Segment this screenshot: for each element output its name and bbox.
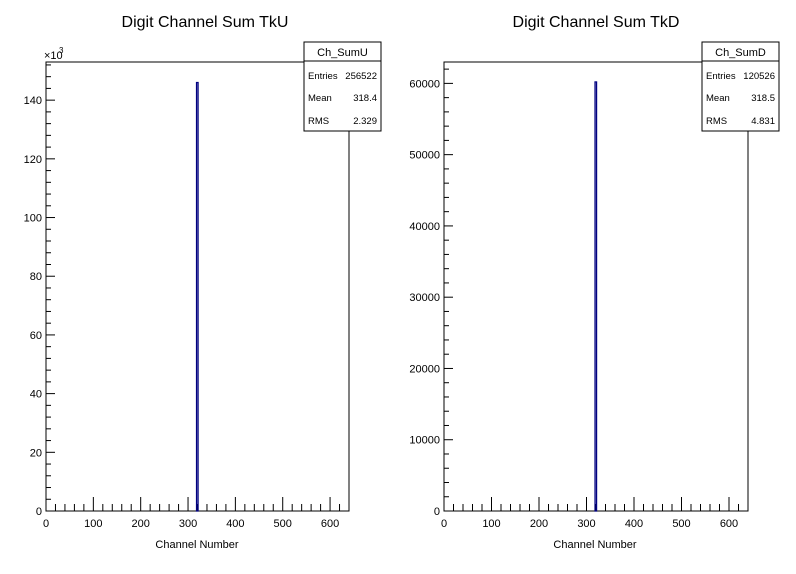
- stats-box-frame: [701, 41, 780, 132]
- x-tick-label: 100: [84, 518, 102, 530]
- x-tick-label: 200: [132, 518, 150, 530]
- panel-left: Digit Channel Sum TkU Channel Number ×10…: [24, 14, 382, 551]
- histogram-bar: [195, 81, 199, 512]
- histogram-bar: [594, 81, 598, 512]
- x-tick-label: 300: [179, 518, 197, 530]
- stat-label-entries: Entries: [308, 71, 338, 82]
- y-multiplier: ×10 3: [44, 46, 64, 62]
- x-tick-label: 500: [672, 518, 690, 530]
- x-tick-label: 400: [226, 518, 244, 530]
- stat-value-entries: 120526: [743, 71, 775, 82]
- y-tick-label: 40: [30, 389, 42, 401]
- y-multiplier-base: ×10: [44, 50, 63, 62]
- y-tick-label: 30000: [409, 292, 440, 304]
- plot-area: 0 100 200 300 400 500 600 0 20 40 60 80 100 120 140: [24, 61, 350, 530]
- y-tick-label: 100: [24, 213, 42, 225]
- stat-value-rms: 4.831: [751, 116, 775, 127]
- y-tick-label: 0: [36, 506, 42, 518]
- x-axis-label: Channel Number: [553, 539, 636, 551]
- x-tick-label: 400: [625, 518, 643, 530]
- x-tick-label: 200: [530, 518, 548, 530]
- stat-value-entries: 256522: [345, 71, 377, 82]
- stats-box-frame: [303, 41, 382, 132]
- y-tick-label: 140: [24, 95, 42, 107]
- x-tick-label: 0: [441, 518, 447, 530]
- chart-title: Digit Channel Sum TkU: [122, 14, 289, 31]
- stats-box-name: Ch_SumU: [317, 47, 368, 59]
- y-tick-label: 0: [434, 506, 440, 518]
- y-tick-label: 40000: [409, 221, 440, 233]
- y-tick-label: 60: [30, 330, 42, 342]
- stat-label-mean: Mean: [308, 93, 332, 104]
- plot-area: 0 100 200 300 400 500 600 0 10000 20000 30000 40000…: [409, 61, 749, 530]
- y-tick-label: 10000: [409, 435, 440, 447]
- stat-label-mean: Mean: [706, 93, 730, 104]
- stat-label-entries: Entries: [706, 71, 736, 82]
- y-multiplier-exponent: 3: [59, 46, 64, 55]
- x-tick-label: 600: [321, 518, 339, 530]
- y-tick-label: 50000: [409, 150, 440, 162]
- x-tick-label: 500: [274, 518, 292, 530]
- x-tick-label: 600: [720, 518, 738, 530]
- stat-label-rms: RMS: [706, 116, 727, 127]
- x-tick-label: 300: [577, 518, 595, 530]
- y-tick-label: 120: [24, 154, 42, 166]
- y-tick-label: 80: [30, 271, 42, 283]
- stat-value-mean: 318.5: [751, 93, 775, 104]
- y-tick-label: 20000: [409, 363, 440, 375]
- x-tick-label: 0: [43, 518, 49, 530]
- panel-right: Digit Channel Sum TkD Channel Number 0 10…: [409, 14, 780, 551]
- stats-box: Ch_SumU Entries 256522 Mean 318.4 RMS 2.…: [303, 41, 382, 132]
- stat-label-rms: RMS: [308, 116, 329, 127]
- y-tick-label: 20: [30, 447, 42, 459]
- x-axis-label: Channel Number: [155, 539, 238, 551]
- x-tick-label: 100: [482, 518, 500, 530]
- chart-title: Digit Channel Sum TkD: [513, 14, 680, 31]
- stats-box: Ch_SumD Entries 120526 Mean 318.5 RMS 4.…: [701, 41, 780, 132]
- y-tick-label: 60000: [409, 78, 440, 90]
- stat-value-mean: 318.4: [353, 93, 377, 104]
- stats-box-name: Ch_SumD: [715, 47, 766, 59]
- stat-value-rms: 2.329: [353, 116, 377, 127]
